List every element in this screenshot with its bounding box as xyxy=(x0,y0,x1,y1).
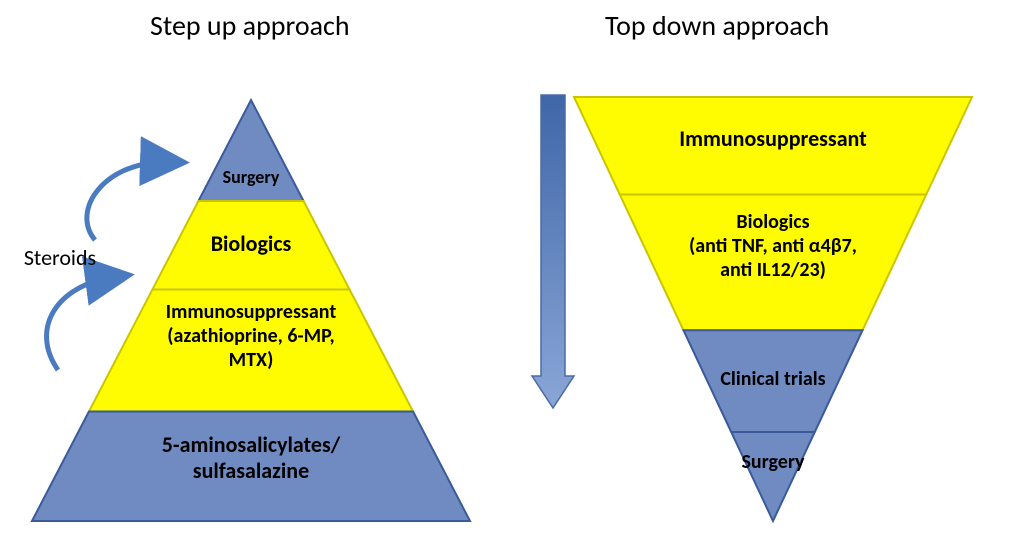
right-layer-3-label: Surgery xyxy=(720,450,826,474)
right-layer-2-label: Clinical trials xyxy=(690,367,856,391)
steroids-label: Steroids xyxy=(15,245,105,271)
left-layer-2-label: Immunosuppressant (azathioprine, 6-MP, M… xyxy=(108,300,394,372)
steroids-arrow-upper xyxy=(87,162,170,240)
down-arrow xyxy=(532,95,574,408)
left-layer-1-label: Biologics xyxy=(160,231,342,257)
left-layer-3-label: 5-aminosalicylates/ sulfasalazine xyxy=(90,432,412,485)
right-layer-1-label: Biologics (anti TNF, anti α4β7, anti IL1… xyxy=(628,210,918,282)
left-layer-0-label: Surgery xyxy=(198,167,304,189)
right-layer-3 xyxy=(731,432,815,521)
steroids-arrow-lower xyxy=(47,277,115,370)
right-layer-0-label: Immunosuppressant xyxy=(610,126,936,152)
down-arrow-shape xyxy=(532,95,574,408)
